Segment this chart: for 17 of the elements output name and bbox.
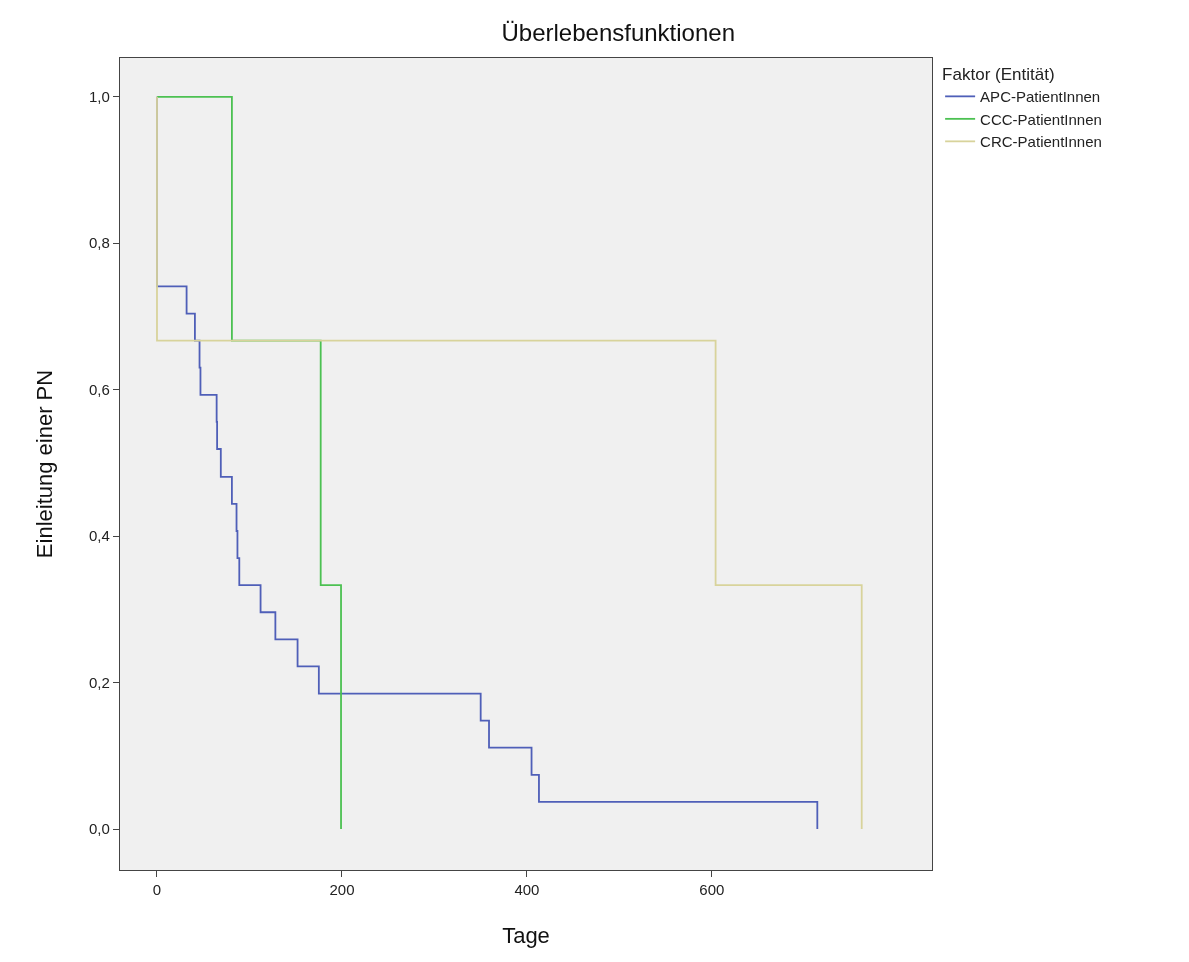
x-tick-label: 400 <box>514 881 540 899</box>
y-tick-label: 0,6 <box>89 380 110 398</box>
legend-label: APC-PatientInnen <box>980 88 1101 106</box>
y-tick-label: 0,4 <box>89 527 110 545</box>
legend-title: Faktor (Entität) <box>942 65 1055 85</box>
x-axis-title: Tage <box>502 923 550 948</box>
x-tick-label: 600 <box>699 881 725 899</box>
y-tick-label: 0,8 <box>89 234 110 252</box>
y-tick-label: 1,0 <box>89 88 110 106</box>
y-tick-label: 0,0 <box>89 820 110 838</box>
y-tick-label: 0,2 <box>89 673 110 691</box>
chart-title: Überlebensfunktionen <box>501 18 736 46</box>
x-tick-label: 200 <box>329 881 355 899</box>
x-tick-label: 0 <box>152 881 162 899</box>
legend-label: CRC-PatientInnen <box>980 133 1102 151</box>
legend-label: CCC-PatientInnen <box>980 110 1102 128</box>
y-axis-title: Einleitung einer PN <box>31 369 57 559</box>
